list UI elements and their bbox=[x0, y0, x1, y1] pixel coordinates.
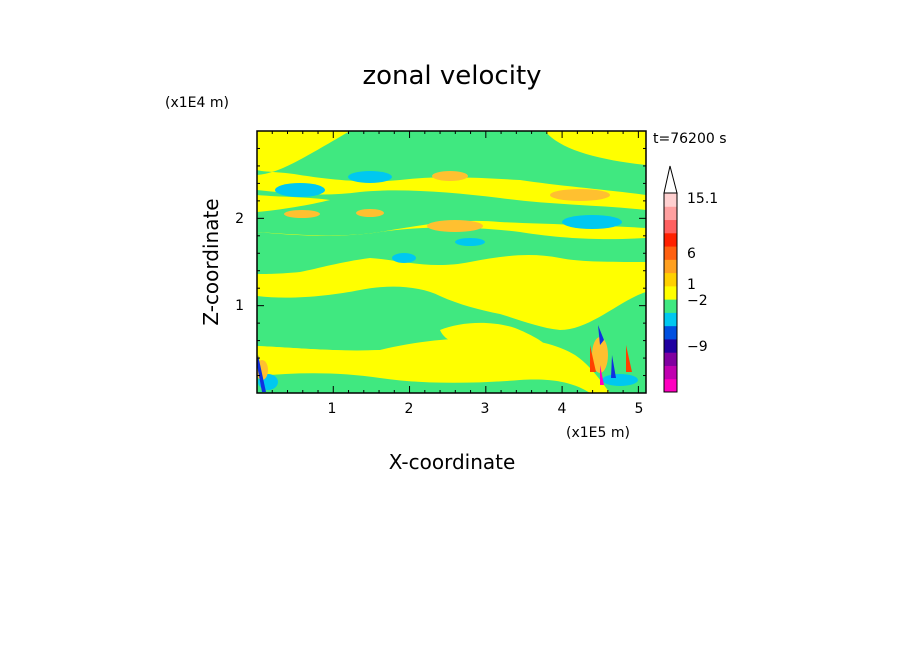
orange-patch bbox=[356, 209, 384, 217]
x-tick-label: 1 bbox=[328, 401, 337, 417]
colorbar-label: 6 bbox=[687, 246, 696, 262]
colorbar-cell bbox=[664, 325, 677, 340]
red-streak bbox=[590, 345, 596, 372]
colorbar-label: 15.1 bbox=[687, 191, 718, 207]
green-region-bottom bbox=[257, 373, 590, 393]
colorbar-cell bbox=[664, 365, 677, 380]
cyan-patch bbox=[275, 183, 325, 197]
y-tick-labels: 1 2 bbox=[235, 211, 244, 314]
magenta-streak bbox=[600, 365, 604, 385]
colorbar-cell bbox=[664, 259, 677, 274]
plot-frame bbox=[256, 130, 647, 394]
colorbar: 15.1 6 1 −2 −9 bbox=[663, 165, 718, 393]
y-scale-label: (x1E4 m) bbox=[165, 95, 229, 111]
time-label: t=76200 s bbox=[653, 131, 727, 147]
colorbar-frame bbox=[663, 192, 678, 393]
y-axis-label: Z-coordinate bbox=[199, 198, 223, 325]
colorbar-cell bbox=[664, 338, 677, 353]
colorbar-label: −2 bbox=[687, 293, 708, 309]
blue-streak bbox=[598, 325, 604, 345]
orange-patch bbox=[432, 171, 468, 181]
y-tick-label: 2 bbox=[235, 211, 244, 227]
cyan-patch bbox=[562, 215, 622, 229]
colorbar-label: 1 bbox=[687, 277, 696, 293]
cyan-patch bbox=[455, 238, 485, 246]
colorbar-cell bbox=[664, 246, 677, 260]
colorbar-cell bbox=[664, 352, 677, 366]
x-tick-label: 2 bbox=[405, 401, 414, 417]
colorbar-top-arrow bbox=[663, 165, 678, 194]
colorbar-label: −9 bbox=[687, 339, 708, 355]
red-streak bbox=[626, 345, 632, 372]
x-tick-label: 3 bbox=[481, 401, 490, 417]
tick-marks bbox=[257, 131, 646, 393]
colorbar-cell bbox=[664, 193, 677, 207]
chart-title: zonal velocity bbox=[362, 61, 541, 91]
colorbar-cell bbox=[664, 299, 677, 313]
cyan-patch bbox=[348, 171, 392, 183]
cyan-patch bbox=[602, 374, 638, 386]
orange-patch bbox=[284, 210, 320, 218]
x-tick-labels: 1 2 3 4 5 bbox=[328, 401, 644, 417]
colorbar-cell bbox=[664, 378, 677, 393]
blue-streak bbox=[257, 355, 266, 392]
colorbar-cell bbox=[664, 272, 677, 287]
cyan-patch bbox=[392, 253, 416, 263]
x-tick-label: 4 bbox=[558, 401, 567, 417]
colorbar-cell bbox=[664, 206, 677, 221]
green-region-top bbox=[257, 131, 646, 236]
colorbar-cell bbox=[664, 219, 677, 234]
orange-patch bbox=[592, 337, 608, 373]
x-scale-label: (x1E5 m) bbox=[566, 425, 630, 441]
colorbar-cell bbox=[664, 232, 677, 247]
contour-field bbox=[257, 131, 646, 393]
colorbar-cell bbox=[664, 312, 677, 327]
y-tick-label: 1 bbox=[235, 298, 244, 314]
orange-patch bbox=[550, 189, 610, 201]
blue-streak bbox=[611, 355, 616, 378]
green-region-mid bbox=[257, 227, 646, 274]
x-tick-label: 5 bbox=[635, 401, 644, 417]
yellow-tongue bbox=[440, 322, 548, 349]
x-axis-label: X-coordinate bbox=[389, 450, 516, 474]
orange-patch bbox=[427, 220, 483, 232]
colorbar-cell bbox=[664, 285, 677, 300]
